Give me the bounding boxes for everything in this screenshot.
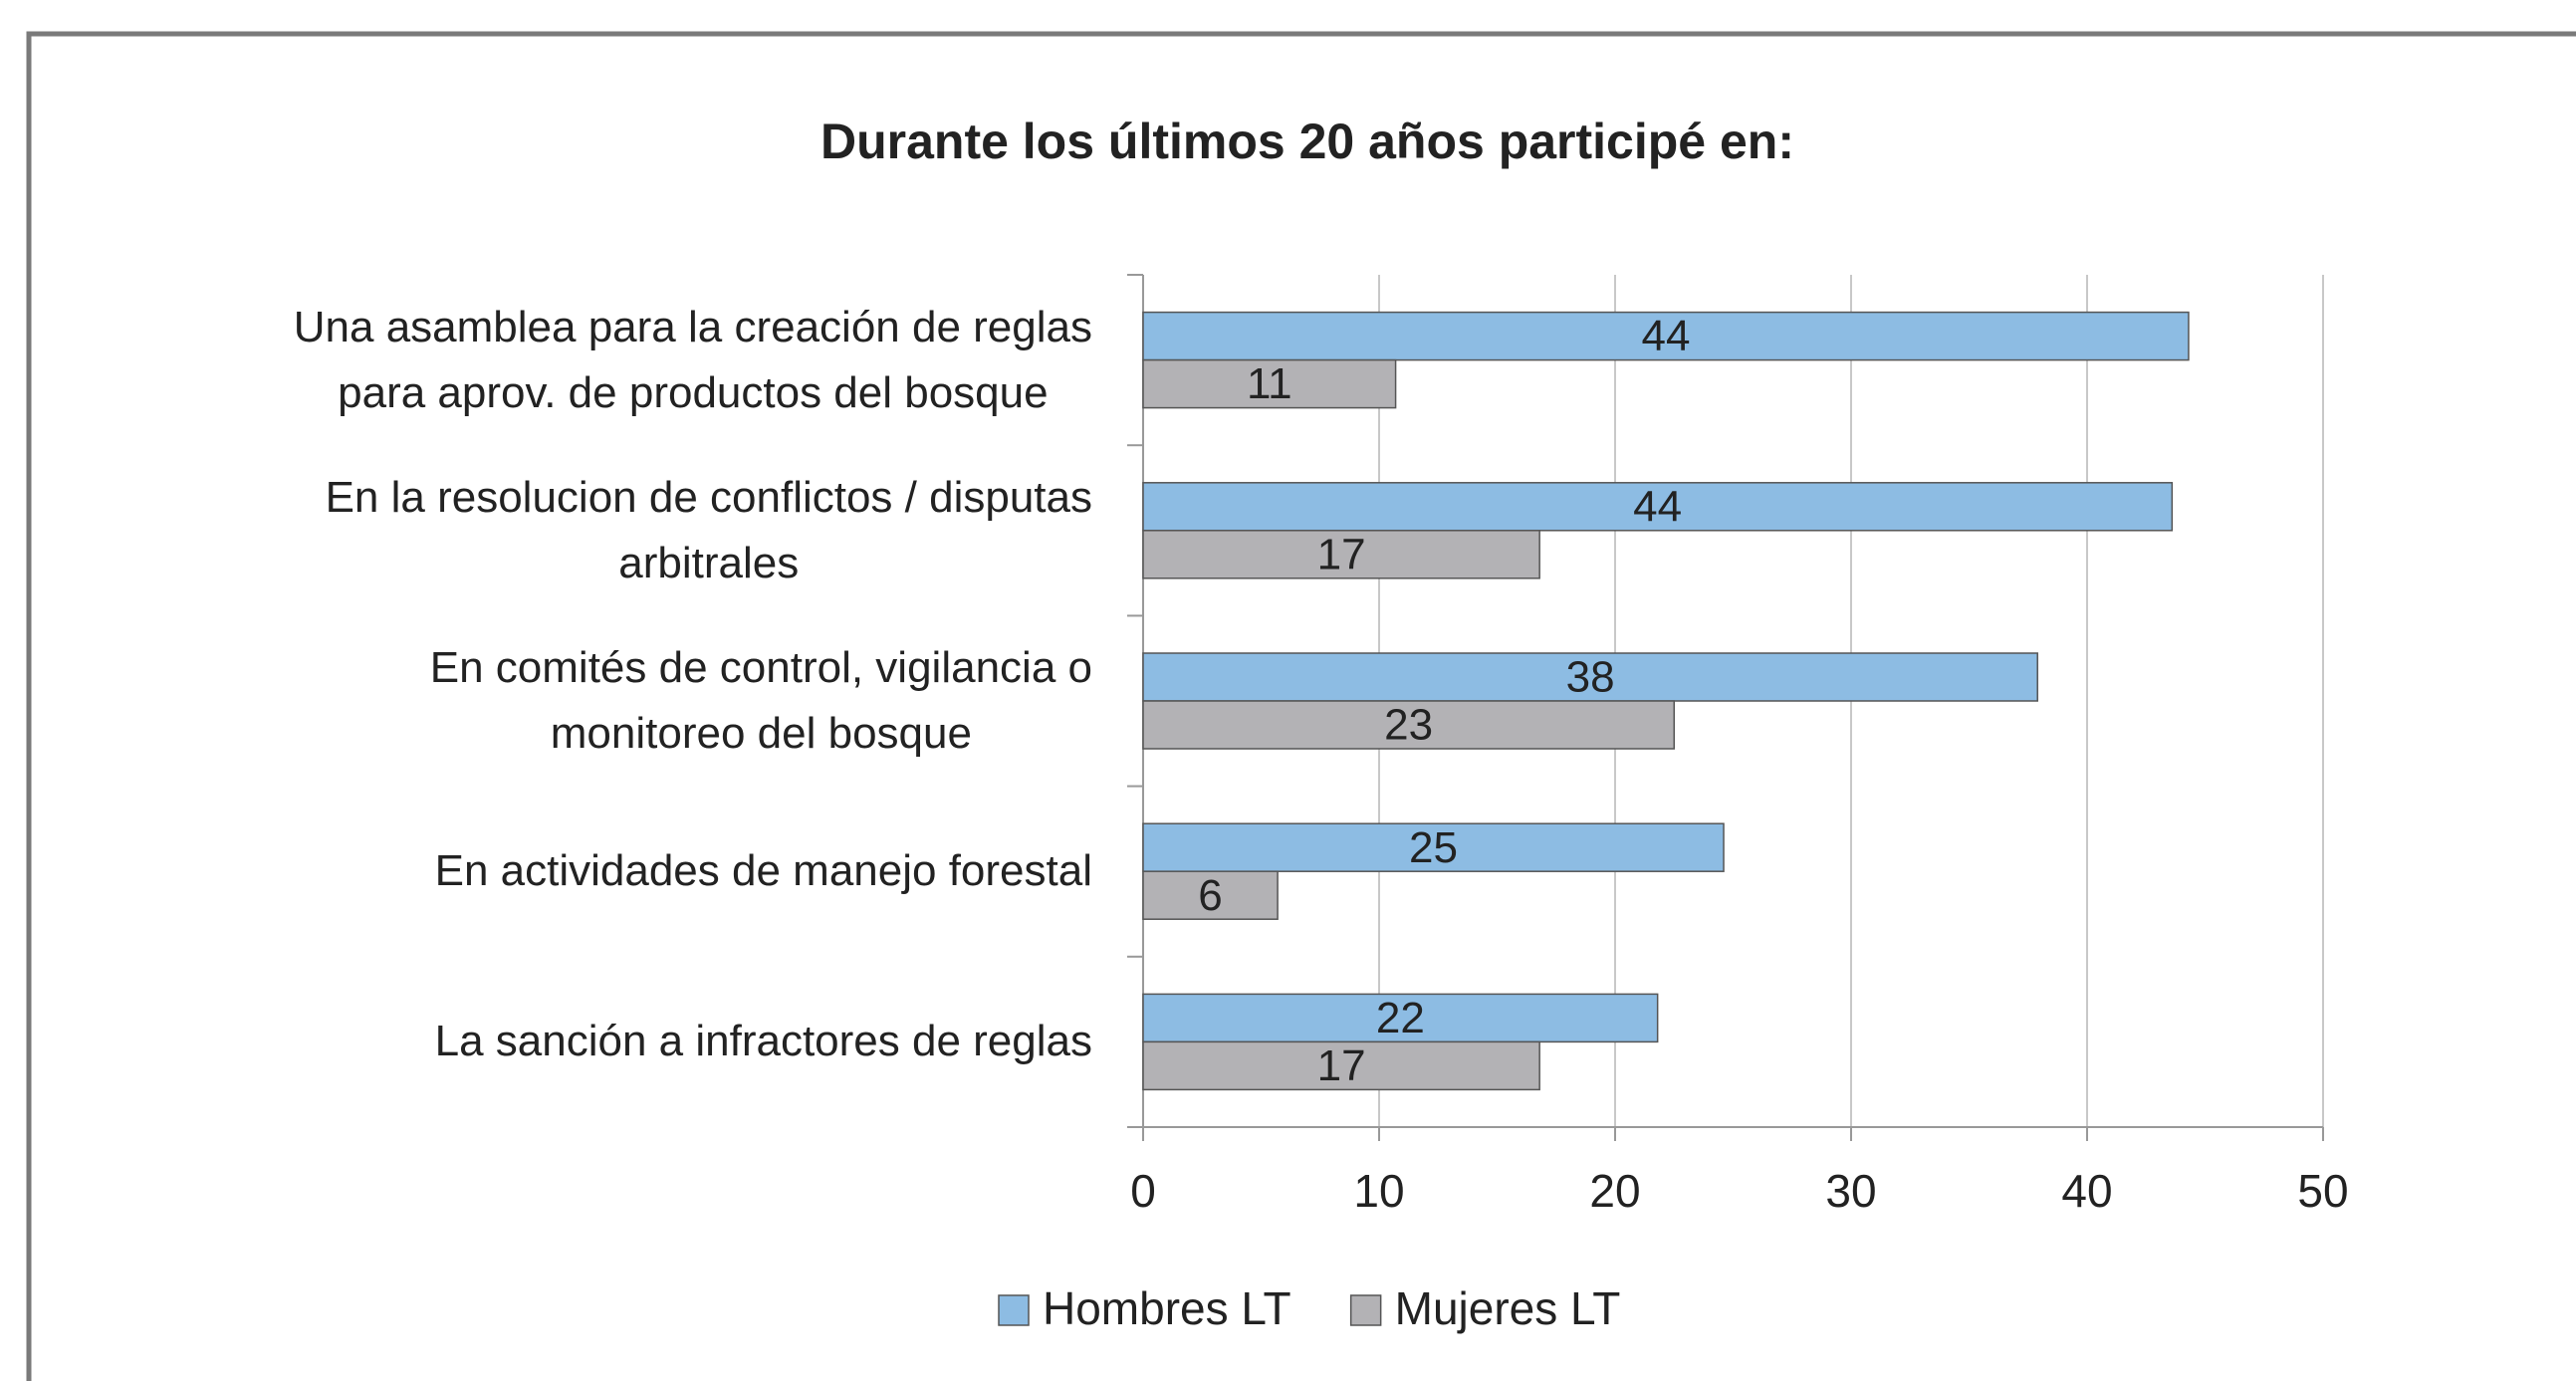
x-tick-label: 30 bbox=[1825, 1165, 1876, 1217]
data-label: 38 bbox=[1566, 653, 1615, 702]
bar bbox=[1142, 311, 2190, 361]
x-tick-label: 0 bbox=[1130, 1165, 1156, 1217]
data-label: 17 bbox=[1317, 1041, 1366, 1090]
bar bbox=[1142, 1040, 1540, 1091]
data-label: 6 bbox=[1198, 871, 1222, 920]
bar bbox=[1142, 822, 1725, 872]
bar bbox=[1142, 482, 2174, 532]
data-label: 22 bbox=[1376, 994, 1425, 1042]
bar bbox=[1142, 993, 1659, 1043]
bar bbox=[1142, 530, 1540, 579]
data-label: 25 bbox=[1409, 823, 1458, 872]
legend-label: Mujeres LT bbox=[1395, 1282, 1621, 1334]
legend-label: Hombres LT bbox=[1043, 1282, 1291, 1334]
bar bbox=[1142, 358, 1397, 409]
data-label: 17 bbox=[1317, 530, 1366, 578]
bar bbox=[1142, 870, 1279, 920]
legend-swatch bbox=[1349, 1294, 1382, 1326]
bar bbox=[1142, 652, 2038, 702]
x-tick-label: 10 bbox=[1353, 1165, 1404, 1217]
data-label: 44 bbox=[1641, 312, 1690, 360]
x-tick-label: 50 bbox=[2297, 1165, 2348, 1217]
data-label: 23 bbox=[1384, 701, 1433, 750]
frame bbox=[26, 31, 2576, 1381]
y-tick-label: En comités de control, vigilancia o moni… bbox=[429, 643, 1092, 758]
y-tick-label: La sanción a infractores de reglas bbox=[434, 1017, 1092, 1066]
y-tick-label: En la resolucion de conflictos / disputa… bbox=[325, 472, 1092, 587]
chart-title: Durante los últimos 20 años participé en… bbox=[820, 114, 1794, 169]
x-tick-label: 40 bbox=[2061, 1165, 2112, 1217]
legend-swatch bbox=[998, 1294, 1030, 1326]
bar bbox=[1142, 700, 1675, 750]
data-label: 44 bbox=[1633, 482, 1682, 531]
x-tick-label: 20 bbox=[1589, 1165, 1640, 1217]
data-label: 11 bbox=[1247, 359, 1292, 408]
y-tick-label: En actividades de manejo forestal bbox=[434, 846, 1092, 896]
y-tick-label: Una asamblea para la creación de reglas … bbox=[293, 302, 1092, 417]
